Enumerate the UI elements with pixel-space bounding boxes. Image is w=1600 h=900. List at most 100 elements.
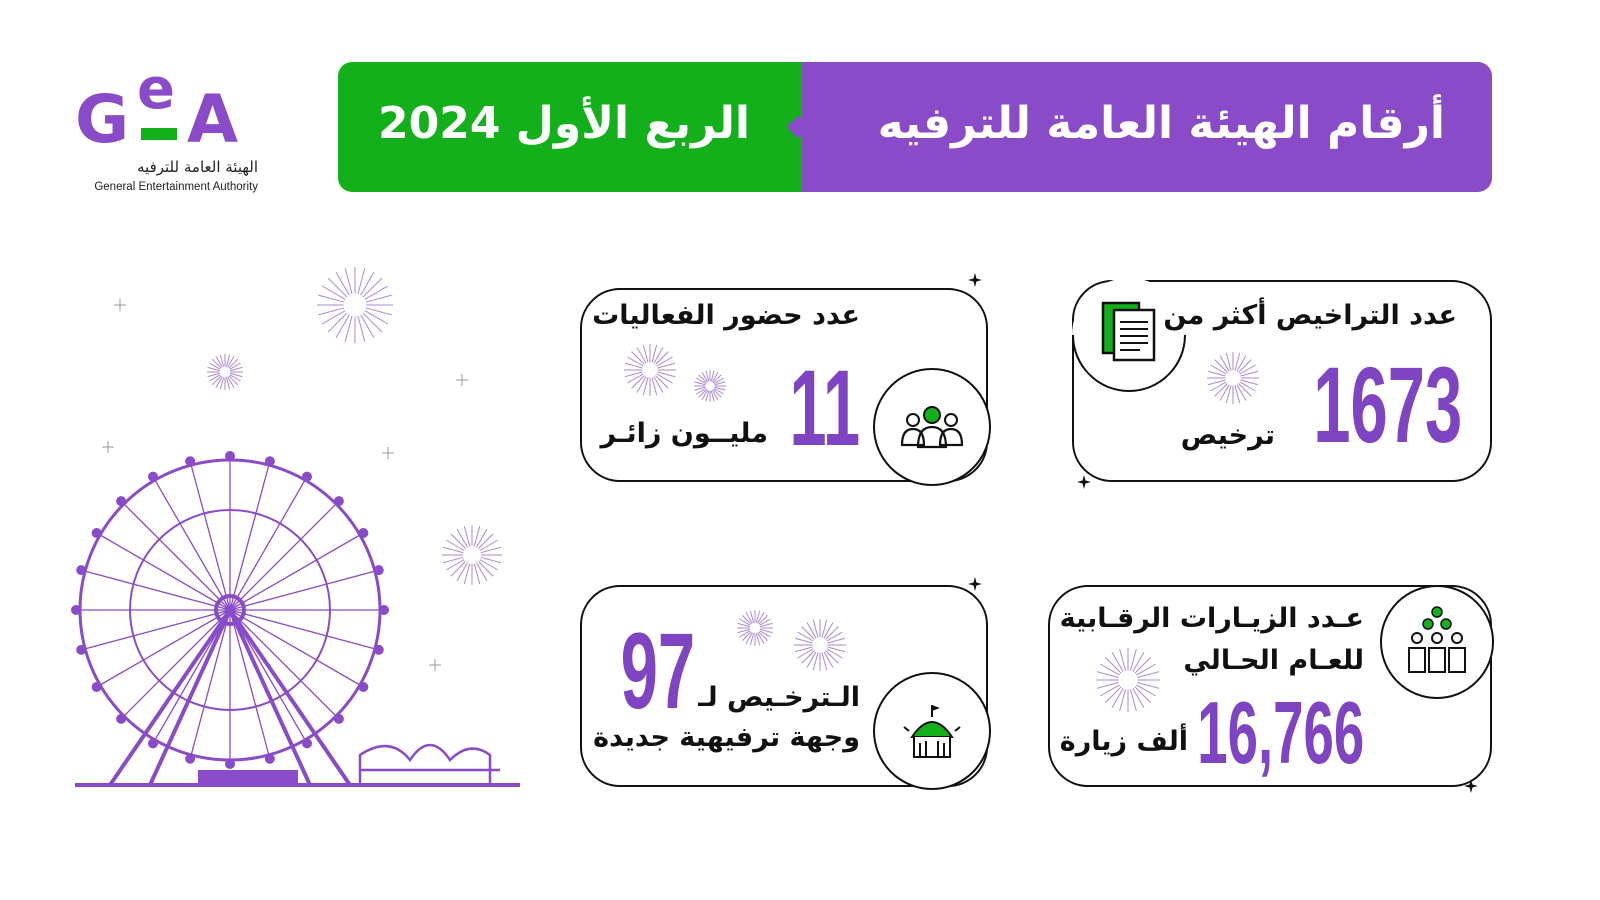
firework-ray bbox=[473, 525, 481, 547]
wheel-spoke bbox=[190, 464, 231, 611]
wheel-spoke bbox=[229, 609, 306, 741]
firework-ray bbox=[357, 315, 366, 342]
wheel-cabin bbox=[76, 644, 87, 655]
wheel-spoke bbox=[229, 479, 306, 611]
firework-ray bbox=[209, 362, 221, 370]
wheel-spoke bbox=[229, 534, 361, 611]
sparkle-icon bbox=[1077, 475, 1091, 489]
wheel-spoke bbox=[190, 609, 231, 756]
sparkle-icon bbox=[1464, 779, 1478, 793]
firework-ray bbox=[225, 354, 231, 367]
firework-ray bbox=[463, 525, 471, 547]
wheel-cabin bbox=[116, 713, 127, 724]
sparkle-star bbox=[102, 441, 114, 453]
firework-ray bbox=[362, 277, 383, 298]
wheel-support bbox=[108, 605, 352, 787]
wheel-spoke bbox=[84, 570, 231, 611]
sparkle-star bbox=[382, 447, 394, 459]
firework-ray bbox=[456, 562, 468, 582]
wheel-spoke bbox=[154, 609, 231, 741]
wheel-cabin bbox=[302, 471, 312, 482]
firework-ray bbox=[225, 377, 231, 390]
firework-ray bbox=[364, 285, 389, 300]
people-group-icon bbox=[900, 406, 964, 449]
firework-ray bbox=[450, 561, 466, 577]
wheel-cabin bbox=[264, 753, 275, 764]
firework-ray bbox=[230, 372, 243, 378]
sparkle-icon bbox=[968, 577, 982, 591]
firework-ray bbox=[365, 307, 392, 316]
firework-ray bbox=[211, 375, 222, 386]
wheel-spoke bbox=[84, 609, 231, 650]
wheel-cabin bbox=[379, 605, 389, 615]
destinations-label-line1: الـترخـيص لـ bbox=[698, 682, 860, 713]
firework-ray bbox=[227, 356, 235, 368]
firework-ray bbox=[207, 372, 220, 378]
logo-english-name: General Entertainment Authority bbox=[94, 181, 258, 193]
firework-ray bbox=[318, 294, 345, 303]
gea-logo: G e A bbox=[75, 62, 238, 152]
wheel-cabin bbox=[264, 456, 275, 467]
wheel-cabin bbox=[333, 713, 344, 724]
wheel-spoke bbox=[229, 570, 376, 611]
firework-ray bbox=[360, 314, 375, 339]
firework-ray bbox=[327, 277, 348, 298]
wheel-cabin bbox=[373, 565, 384, 576]
wheel-cabin bbox=[358, 682, 369, 692]
tent-icon bbox=[903, 705, 961, 758]
firework-ray bbox=[344, 268, 353, 295]
wheel-cabin bbox=[116, 496, 127, 507]
wheel-spoke bbox=[229, 609, 337, 717]
wheel-rim bbox=[78, 458, 382, 762]
firework-ray bbox=[229, 362, 241, 370]
logo-arabic-name: الهيئة العامة للترفيه bbox=[137, 158, 258, 176]
wheel-cabin bbox=[91, 528, 102, 538]
firework-ray bbox=[215, 376, 223, 388]
wheel-cabin bbox=[148, 471, 158, 482]
firework-ray bbox=[207, 366, 220, 372]
wheel-spoke bbox=[229, 609, 270, 756]
firework-ray bbox=[479, 539, 499, 551]
wheel-cabin bbox=[91, 682, 102, 692]
licenses-unit: ترخيص bbox=[1180, 420, 1275, 451]
firework-ray bbox=[318, 307, 345, 316]
wheel-cabin bbox=[373, 644, 384, 655]
firework-ray bbox=[227, 376, 235, 388]
firework-ray bbox=[365, 294, 392, 303]
wheel-cabin bbox=[333, 496, 344, 507]
firework-ray bbox=[445, 559, 465, 571]
inspections-label-line1: عـدد الزيـارات الرقـابية bbox=[1059, 603, 1364, 634]
header-period: الربع الأول 2024 bbox=[377, 98, 750, 149]
sparkle-star bbox=[456, 374, 468, 386]
firework-ray bbox=[228, 358, 239, 369]
sparkle-star bbox=[114, 299, 126, 311]
firework-ray bbox=[364, 310, 389, 325]
documents-icon bbox=[1101, 301, 1156, 362]
inspections-unit: ألف زيارة bbox=[1059, 726, 1188, 757]
firework-ray bbox=[450, 533, 466, 549]
firework-ray bbox=[219, 377, 225, 390]
sparkle-icon bbox=[968, 273, 982, 287]
wheel-cabin bbox=[225, 451, 235, 461]
wheel-cabin bbox=[71, 605, 81, 615]
firework-ray bbox=[442, 546, 464, 554]
firework-ray bbox=[215, 356, 223, 368]
wheel-cabin bbox=[358, 528, 369, 538]
firework-ray bbox=[463, 563, 471, 585]
wheel-inner-rim bbox=[129, 509, 331, 711]
firework-ray bbox=[442, 556, 464, 564]
firework-ray bbox=[478, 533, 494, 549]
wheel-spoke bbox=[154, 479, 231, 611]
firework-ray bbox=[335, 271, 350, 296]
firework-ray bbox=[473, 563, 481, 585]
wheel-cabin bbox=[302, 738, 312, 749]
header-title-banner bbox=[802, 62, 1492, 192]
firework-ray bbox=[476, 528, 488, 548]
firework-ray bbox=[362, 312, 383, 333]
firework-ray bbox=[479, 559, 499, 571]
firework-ray bbox=[321, 285, 346, 300]
licenses-value: 1673 bbox=[1313, 344, 1462, 465]
firework-ray bbox=[228, 375, 239, 386]
wheel-cabin bbox=[185, 456, 196, 467]
destinations-icon-circle bbox=[873, 672, 991, 790]
